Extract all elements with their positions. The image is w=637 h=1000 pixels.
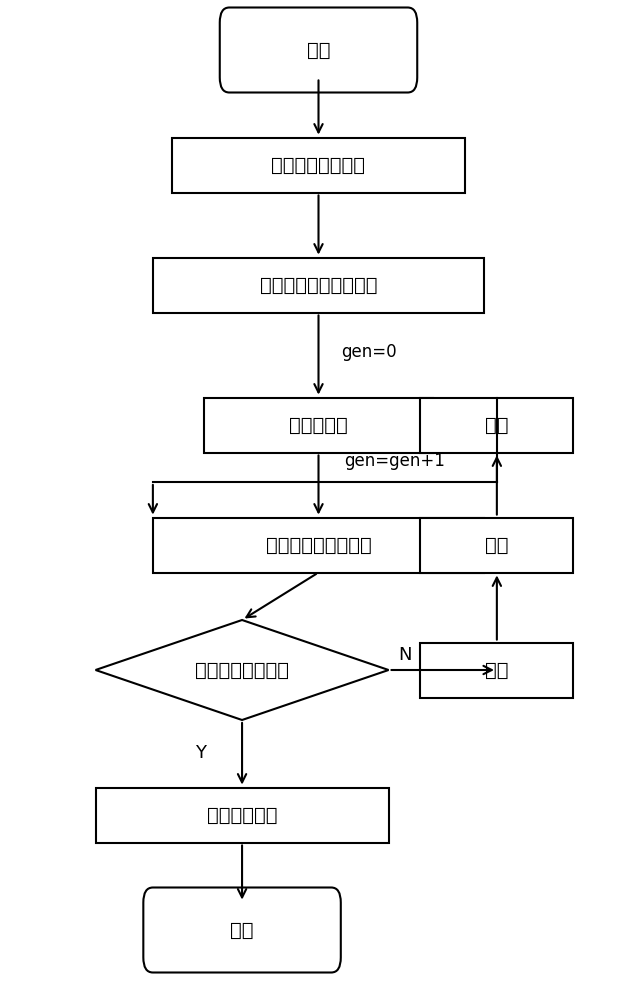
Text: 选择: 选择 (485, 416, 508, 434)
Text: 建立辐射测温目标方程: 建立辐射测温目标方程 (260, 275, 377, 294)
Text: 交叉: 交叉 (485, 536, 508, 554)
Text: gen=0: gen=0 (341, 343, 396, 361)
FancyBboxPatch shape (143, 888, 341, 972)
FancyBboxPatch shape (420, 397, 573, 452)
Text: 输入测温系统参数: 输入测温系统参数 (271, 155, 366, 174)
Text: 对初始种群进行评价: 对初始种群进行评价 (266, 536, 371, 554)
FancyBboxPatch shape (220, 8, 417, 93)
Text: Y: Y (195, 744, 206, 762)
FancyBboxPatch shape (204, 397, 433, 452)
FancyBboxPatch shape (172, 137, 465, 192)
Text: 变异: 变异 (485, 660, 508, 680)
FancyBboxPatch shape (153, 257, 484, 312)
Text: 结束: 结束 (231, 920, 254, 940)
FancyBboxPatch shape (420, 643, 573, 698)
FancyBboxPatch shape (420, 518, 573, 572)
Text: 输出最优结果: 输出最优结果 (207, 806, 277, 824)
Polygon shape (96, 620, 389, 720)
FancyBboxPatch shape (153, 518, 484, 572)
Text: 是否满足优化准则: 是否满足优化准则 (195, 660, 289, 680)
Text: gen=gen+1: gen=gen+1 (345, 452, 445, 470)
Text: 初始化种群: 初始化种群 (289, 416, 348, 434)
Text: N: N (398, 646, 412, 664)
FancyBboxPatch shape (96, 788, 389, 842)
Text: 开始: 开始 (307, 40, 330, 60)
